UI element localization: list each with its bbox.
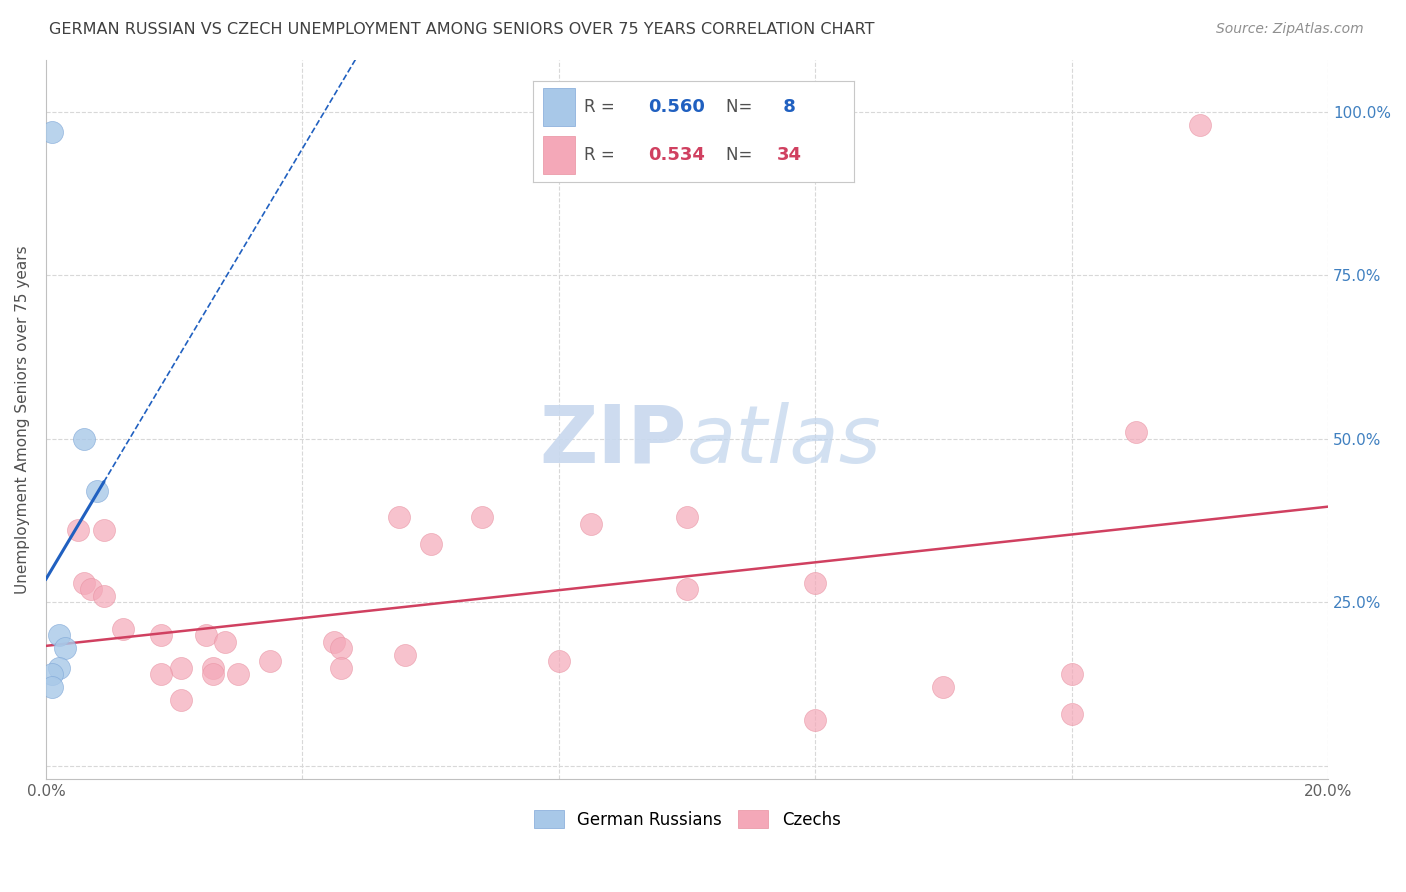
Point xyxy=(53,641,76,656)
Point xyxy=(93,589,115,603)
Point xyxy=(259,654,281,668)
Point xyxy=(93,524,115,538)
Point xyxy=(1125,425,1147,440)
Point xyxy=(111,622,134,636)
Point xyxy=(66,524,89,538)
Point xyxy=(41,667,63,681)
Point xyxy=(86,484,108,499)
Text: ZIP: ZIP xyxy=(540,401,688,480)
Point xyxy=(419,536,441,550)
Point xyxy=(932,681,955,695)
Point xyxy=(41,124,63,138)
Point xyxy=(41,681,63,695)
Text: Source: ZipAtlas.com: Source: ZipAtlas.com xyxy=(1216,22,1364,37)
Point xyxy=(226,667,249,681)
Point xyxy=(73,432,96,446)
Point xyxy=(394,648,416,662)
Point xyxy=(471,510,494,524)
Point xyxy=(169,661,191,675)
Point xyxy=(579,516,602,531)
Text: GERMAN RUSSIAN VS CZECH UNEMPLOYMENT AMONG SENIORS OVER 75 YEARS CORRELATION CHA: GERMAN RUSSIAN VS CZECH UNEMPLOYMENT AMO… xyxy=(49,22,875,37)
Text: atlas: atlas xyxy=(688,401,882,480)
Point xyxy=(1060,667,1083,681)
Point xyxy=(48,661,70,675)
Y-axis label: Unemployment Among Seniors over 75 years: Unemployment Among Seniors over 75 years xyxy=(15,245,30,593)
Point xyxy=(804,575,827,590)
Point xyxy=(150,628,173,642)
Point xyxy=(201,661,224,675)
Point xyxy=(48,628,70,642)
Point xyxy=(214,634,236,648)
Point xyxy=(329,641,352,656)
Point xyxy=(676,510,699,524)
Point xyxy=(676,582,699,597)
Point xyxy=(201,667,224,681)
Point xyxy=(1188,118,1211,132)
Point xyxy=(80,582,103,597)
Point xyxy=(804,713,827,727)
Point xyxy=(329,661,352,675)
Point xyxy=(1060,706,1083,721)
Legend: German Russians, Czechs: German Russians, Czechs xyxy=(527,804,848,835)
Point xyxy=(169,693,191,707)
Point xyxy=(195,628,218,642)
Point xyxy=(387,510,409,524)
Point xyxy=(323,634,346,648)
Point xyxy=(150,667,173,681)
Point xyxy=(73,575,96,590)
Point xyxy=(547,654,569,668)
